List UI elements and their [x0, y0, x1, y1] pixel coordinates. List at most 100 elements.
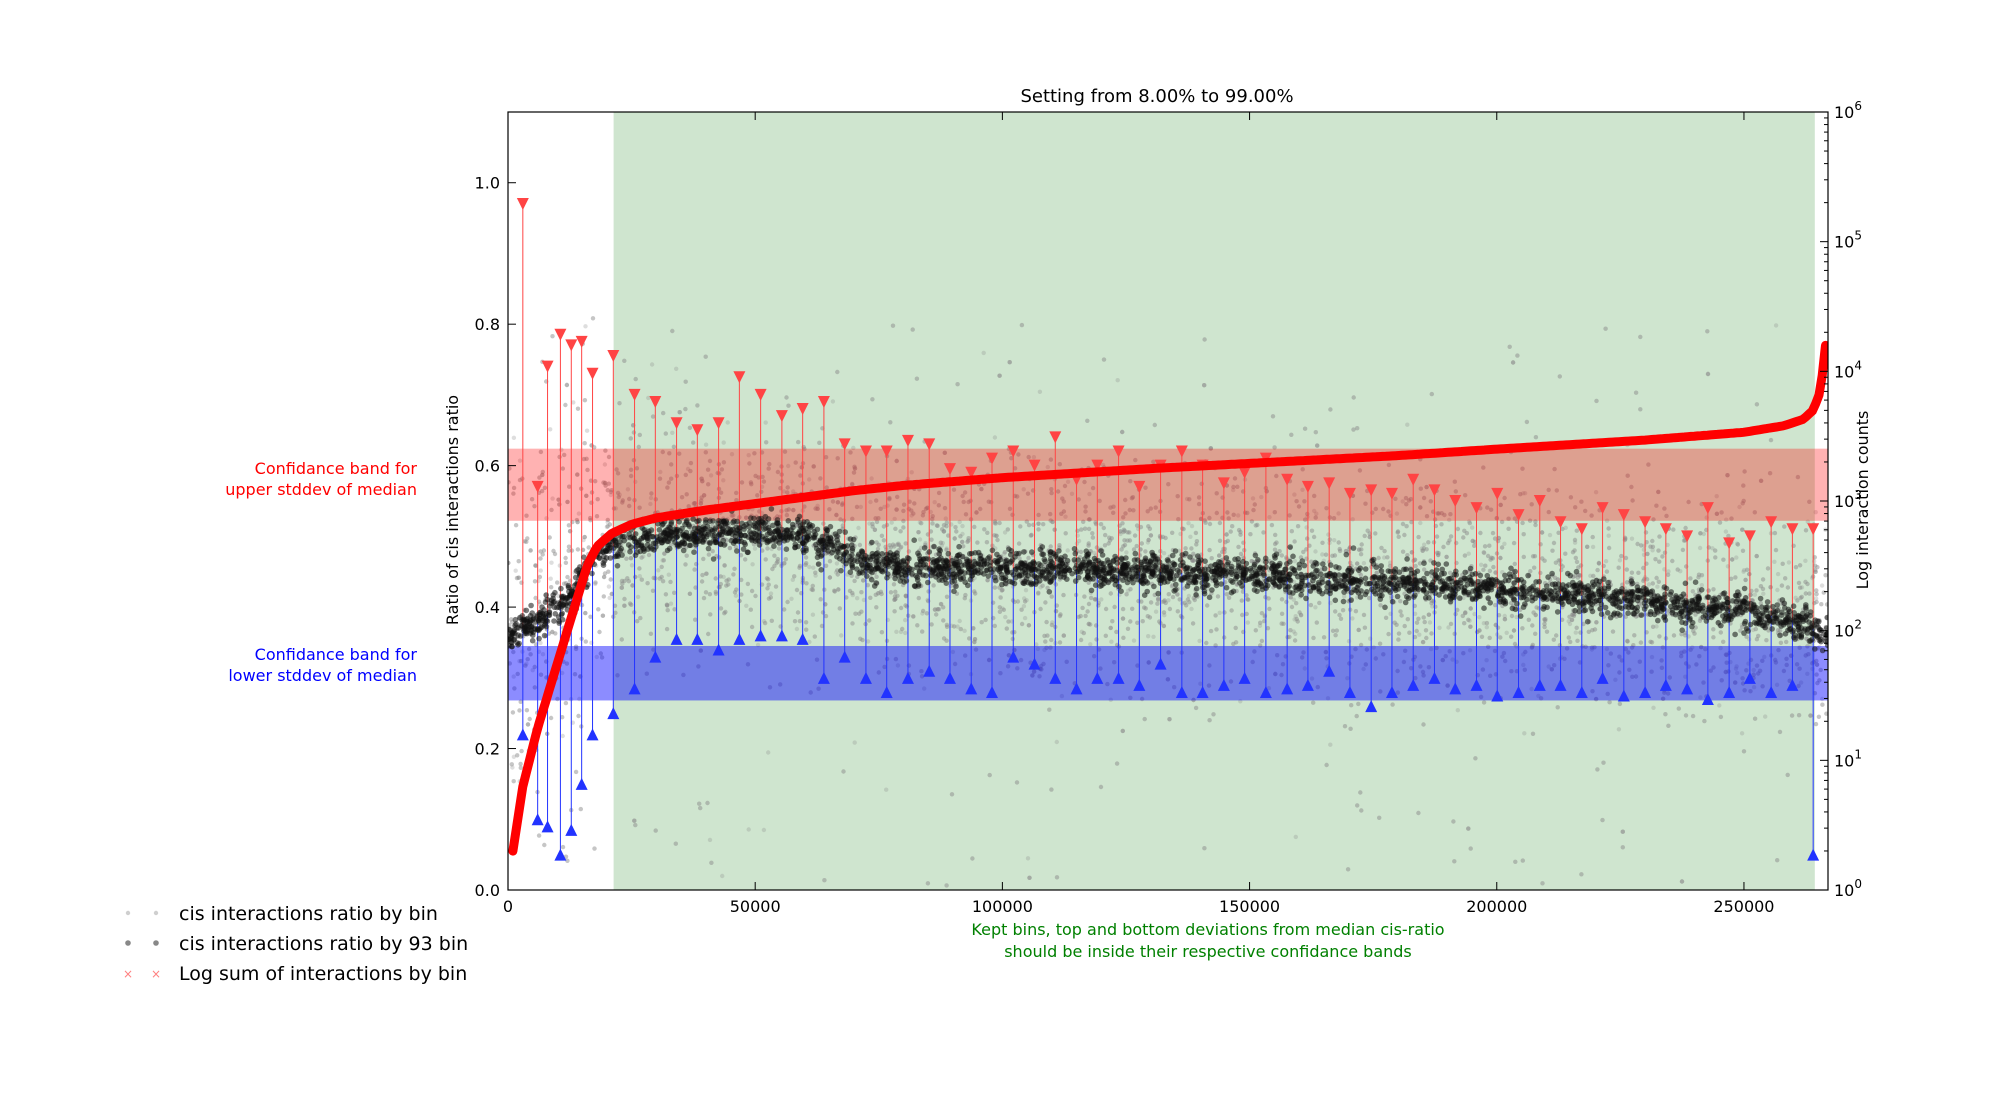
scatter-point: [601, 574, 607, 580]
scatter-point: [1524, 419, 1530, 425]
scatter-point: [1636, 570, 1641, 575]
scatter-point: [698, 501, 704, 506]
scatter-point: [810, 612, 816, 617]
scatter-point: [823, 563, 829, 568]
scatter-point: [1108, 625, 1113, 631]
scatter-point: [1148, 533, 1154, 538]
scatter-point: [1313, 430, 1319, 435]
scatter-point: [912, 501, 917, 506]
scatter-point: [601, 480, 606, 485]
scatter-point: [670, 430, 675, 435]
scatter-point: [837, 606, 842, 611]
scatter-point: [1595, 767, 1600, 772]
scatter-point: [1735, 542, 1741, 547]
scatter-point: [1638, 407, 1643, 412]
scatter-point: [594, 654, 599, 660]
scatter-point: [1502, 613, 1507, 619]
scatter-point: [1356, 627, 1361, 633]
scatter-point: [1819, 583, 1825, 588]
scatter-point: [1217, 520, 1223, 526]
scatter-point: [1361, 666, 1366, 672]
scatter-point: [952, 536, 957, 541]
scatter-point: [1336, 540, 1341, 545]
scatter-point: [1814, 596, 1819, 601]
scatter-point: [1124, 550, 1129, 555]
scatter-point: [1448, 534, 1454, 539]
scatter-point: [1386, 631, 1391, 637]
scatter-point: [649, 491, 654, 496]
scatter-point: [548, 427, 553, 432]
scatter-point: [1604, 569, 1610, 574]
scatter-point: [1573, 630, 1579, 635]
scatter-point: [517, 659, 522, 664]
scatter-point: [1289, 529, 1295, 534]
scatter-point: [582, 441, 587, 446]
scatter-point: [1359, 542, 1364, 547]
scatter-point: [1718, 645, 1723, 651]
scatter-point: [636, 444, 641, 450]
scatter-point: [1751, 667, 1756, 673]
scatter-point: [1315, 443, 1320, 448]
scatter-point: [1789, 713, 1795, 718]
scatter-point: [1414, 620, 1420, 625]
scatter-point: [746, 827, 751, 832]
scatter-point: [1484, 625, 1490, 630]
scatter-point: [1139, 541, 1145, 546]
scatter-point: [1063, 514, 1068, 519]
scatter-point: [1082, 594, 1087, 599]
scatter-point: [1418, 505, 1423, 510]
scatter-point: [1050, 620, 1055, 625]
scatter-point: [1743, 577, 1748, 583]
scatter-point: [1468, 624, 1473, 629]
scatter-point: [786, 463, 791, 469]
scatter-point: [588, 518, 593, 523]
scatter-point: [1468, 846, 1473, 851]
scatter-point: [584, 428, 590, 433]
scatter-point: [1706, 545, 1712, 550]
scatter-point: [925, 881, 931, 886]
scatter-point: [1390, 702, 1395, 707]
scatter-point: [1752, 592, 1758, 597]
scatter-point: [1650, 581, 1656, 586]
scatter-point: [665, 485, 670, 490]
scatter-point: [1521, 662, 1526, 668]
scatter-point: [1291, 629, 1296, 634]
scatter-point: [614, 467, 619, 472]
scatter-point: [925, 505, 930, 510]
scatter-point: [935, 607, 940, 612]
scatter-point: [1065, 548, 1070, 553]
scatter-point: [1349, 703, 1354, 708]
scatter-point: [745, 662, 751, 667]
scatter-point: [876, 591, 881, 596]
scatter-point: [569, 548, 575, 553]
scatter-point: [1632, 633, 1637, 638]
scatter-point: [1358, 790, 1363, 795]
scatter-point: [894, 458, 899, 464]
scatter-point: [538, 568, 543, 573]
scatter-point: [944, 883, 949, 888]
scatter-point: [666, 480, 672, 485]
scatter-point: [1136, 598, 1141, 604]
scatter-point: [994, 533, 999, 538]
scatter-point: [1620, 845, 1626, 850]
scatter-point: [1620, 829, 1626, 834]
scatter-point: [563, 560, 569, 565]
scatter-point: [1633, 390, 1639, 395]
scatter-point: [581, 537, 586, 543]
scatter-point: [1209, 556, 1214, 561]
scatter-point: [720, 873, 725, 879]
scatter-point: [538, 556, 543, 561]
scatter-point: [1588, 573, 1593, 578]
scatter-point: [1656, 579, 1662, 584]
scatter-point: [936, 607, 942, 612]
scatter-point: [941, 618, 946, 623]
scatter-point: [512, 686, 517, 691]
scatter-point: [954, 529, 959, 534]
scatter-point: [993, 521, 999, 526]
scatter-point: [536, 833, 542, 838]
scatter-point: [766, 750, 771, 755]
scatter-point: [1204, 640, 1209, 646]
scatter-point: [1540, 556, 1545, 561]
scatter-point: [563, 402, 568, 408]
scatter-point: [1513, 859, 1518, 864]
